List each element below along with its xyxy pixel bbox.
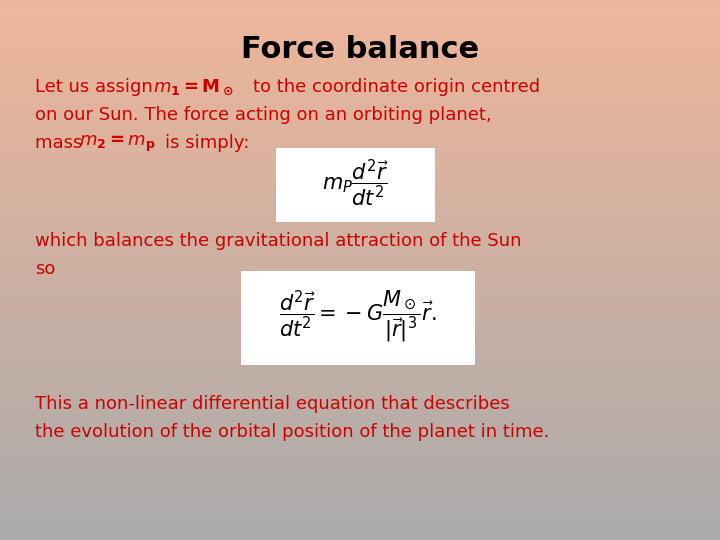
Text: $\dfrac{d^2\vec{r}}{dt^2} = -G\dfrac{M_\odot}{|\vec{r}|^3}\vec{r}.$: $\dfrac{d^2\vec{r}}{dt^2} = -G\dfrac{M_\… xyxy=(279,288,437,344)
Text: the evolution of the orbital position of the planet in time.: the evolution of the orbital position of… xyxy=(35,423,549,441)
Text: $m_P\dfrac{d^2\vec{r}}{dt^2}$: $m_P\dfrac{d^2\vec{r}}{dt^2}$ xyxy=(322,157,388,208)
Text: so: so xyxy=(35,260,55,278)
Text: which balances the gravitational attraction of the Sun: which balances the gravitational attract… xyxy=(35,232,521,250)
FancyBboxPatch shape xyxy=(241,271,475,365)
Text: to the coordinate origin centred: to the coordinate origin centred xyxy=(253,78,540,96)
Text: This a non-linear differential equation that describes: This a non-linear differential equation … xyxy=(35,395,510,413)
Text: is simply:: is simply: xyxy=(165,134,249,152)
FancyBboxPatch shape xyxy=(276,148,434,222)
Text: mass: mass xyxy=(35,134,88,152)
Text: $\mathbf{\mathit{m}_2 = \mathit{m}_p}$: $\mathbf{\mathit{m}_2 = \mathit{m}_p}$ xyxy=(79,134,156,154)
Text: Let us assign: Let us assign xyxy=(35,78,158,96)
Text: Force balance: Force balance xyxy=(241,35,479,64)
Text: $\mathbf{\mathit{m}_1 = M_\odot}$: $\mathbf{\mathit{m}_1 = M_\odot}$ xyxy=(153,78,234,98)
Text: on our Sun. The force acting on an orbiting planet,: on our Sun. The force acting on an orbit… xyxy=(35,106,492,124)
